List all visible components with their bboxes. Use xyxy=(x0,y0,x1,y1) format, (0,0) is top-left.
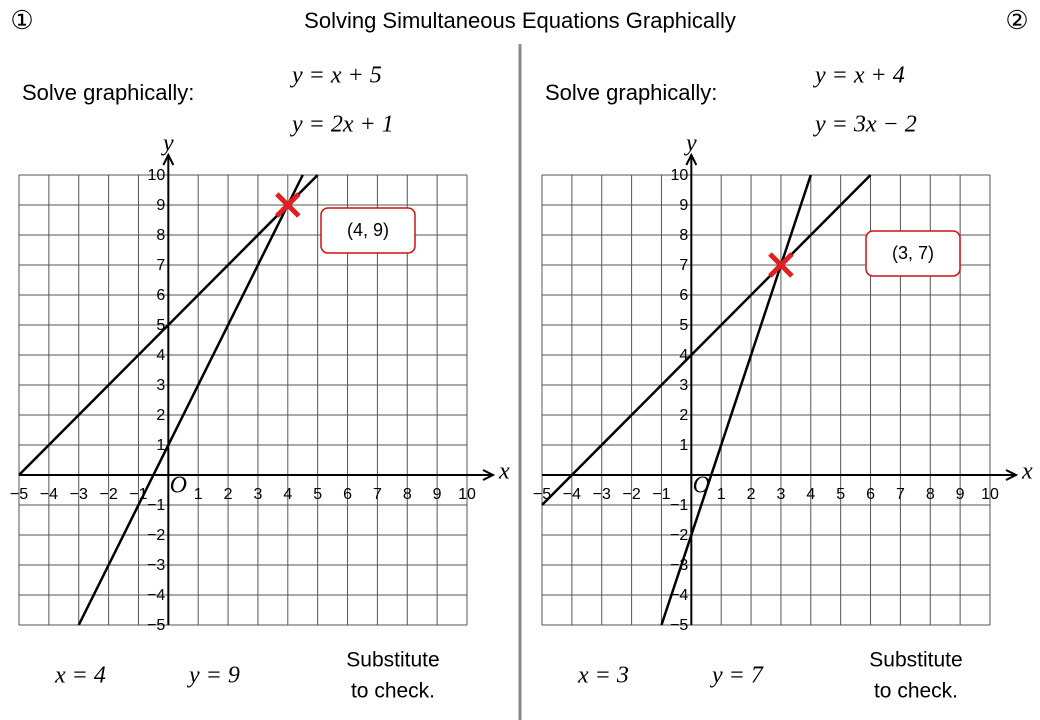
x-tick-label: 2 xyxy=(747,486,756,503)
graph-line xyxy=(660,174,812,626)
y-tick-label: 7 xyxy=(156,257,165,274)
note: Substitute xyxy=(346,649,439,672)
x-tick-label: 10 xyxy=(981,486,999,503)
y-tick-label: 10 xyxy=(671,167,689,184)
equation: y = 3x − 2 xyxy=(813,112,917,138)
note: to check. xyxy=(874,680,958,703)
equation: y = 2x + 1 xyxy=(290,112,394,138)
x-tick-label: −4 xyxy=(40,486,58,503)
intersection-cross xyxy=(768,252,794,278)
y-tick-label: −5 xyxy=(670,617,688,634)
x-tick-label: 6 xyxy=(343,486,352,503)
y-tick-label: 9 xyxy=(156,197,165,214)
y-tick-label: 8 xyxy=(679,227,688,244)
x-tick-label: 1 xyxy=(717,486,726,503)
intersection-label: (4, 9) xyxy=(347,220,389,240)
graph-line xyxy=(541,174,872,506)
y-tick-label: 1 xyxy=(156,437,165,454)
x-arrow xyxy=(1005,469,1019,481)
x-tick-label: 10 xyxy=(458,486,476,503)
y-axis-label: y xyxy=(161,131,174,157)
y-tick-label: 8 xyxy=(156,227,165,244)
x-tick-label: 4 xyxy=(806,486,815,503)
y-axis-label: y xyxy=(684,131,697,157)
left-number: ① xyxy=(10,5,33,35)
note: Substitute xyxy=(869,649,962,672)
x-tick-label: −1 xyxy=(652,486,670,503)
y-tick-label: −1 xyxy=(147,497,165,514)
answer: y = 9 xyxy=(187,663,240,689)
x-tick-label: 1 xyxy=(194,486,203,503)
instruction: Solve graphically: xyxy=(22,80,194,105)
y-tick-label: −4 xyxy=(147,587,165,604)
x-tick-label: 6 xyxy=(866,486,875,503)
y-tick-label: 2 xyxy=(679,407,688,424)
x-tick-label: 9 xyxy=(956,486,965,503)
graph-line xyxy=(18,174,319,476)
x-tick-label: −3 xyxy=(593,486,611,503)
x-tick-label: −2 xyxy=(622,486,640,503)
y-arrow xyxy=(685,152,698,166)
y-tick-label: 3 xyxy=(679,377,688,394)
instruction: Solve graphically: xyxy=(545,80,717,105)
x-tick-label: 4 xyxy=(283,486,292,503)
y-tick-label: 5 xyxy=(679,317,688,334)
y-tick-label: −2 xyxy=(670,527,688,544)
equation: y = x + 4 xyxy=(813,63,905,89)
x-tick-label: 3 xyxy=(776,486,785,503)
x-tick-label: −2 xyxy=(99,486,117,503)
x-tick-label: −5 xyxy=(533,486,551,503)
answer: x = 3 xyxy=(577,663,629,689)
x-tick-label: 8 xyxy=(403,486,412,503)
x-tick-label: −1 xyxy=(129,486,147,503)
x-tick-label: 7 xyxy=(896,486,905,503)
y-arrow xyxy=(162,152,175,166)
y-tick-label: 2 xyxy=(156,407,165,424)
y-tick-label: 4 xyxy=(679,347,688,364)
right-number: ② xyxy=(1005,5,1028,35)
y-tick-label: 9 xyxy=(679,197,688,214)
x-tick-label: 9 xyxy=(433,486,442,503)
y-tick-label: −2 xyxy=(147,527,165,544)
intersection-label: (3, 7) xyxy=(892,243,934,263)
y-tick-label: 10 xyxy=(148,167,166,184)
x-tick-label: −4 xyxy=(563,486,581,503)
x-tick-label: 5 xyxy=(313,486,322,503)
answer-box xyxy=(320,207,416,254)
y-tick-label: 3 xyxy=(156,377,165,394)
x-tick-label: 8 xyxy=(926,486,935,503)
y-tick-label: 6 xyxy=(156,287,165,304)
x-axis-label: x xyxy=(1021,459,1033,485)
intersection-cross xyxy=(275,192,301,218)
title: Solving Simultaneous Equations Graphical… xyxy=(304,8,736,33)
x-tick-label: −3 xyxy=(70,486,88,503)
note: to check. xyxy=(351,680,435,703)
origin-label: O xyxy=(170,473,187,499)
y-tick-label: 1 xyxy=(679,437,688,454)
x-arrow xyxy=(482,469,496,481)
y-tick-label: −4 xyxy=(670,587,688,604)
answer: x = 4 xyxy=(54,663,106,689)
y-tick-label: −3 xyxy=(147,557,165,574)
y-tick-label: 6 xyxy=(679,287,688,304)
y-tick-label: −5 xyxy=(147,617,165,634)
x-tick-label: 3 xyxy=(253,486,262,503)
y-tick-label: 5 xyxy=(156,317,165,334)
x-axis-label: x xyxy=(498,459,510,485)
x-tick-label: 2 xyxy=(224,486,233,503)
graph-line xyxy=(77,174,304,626)
equation: y = x + 5 xyxy=(290,63,382,89)
answer-box xyxy=(865,230,961,277)
x-tick-label: 5 xyxy=(836,486,845,503)
x-tick-label: 7 xyxy=(373,486,382,503)
y-tick-label: 7 xyxy=(679,257,688,274)
x-tick-label: −5 xyxy=(10,486,28,503)
y-tick-label: −1 xyxy=(670,497,688,514)
answer: y = 7 xyxy=(710,663,764,689)
y-tick-label: 4 xyxy=(156,347,165,364)
